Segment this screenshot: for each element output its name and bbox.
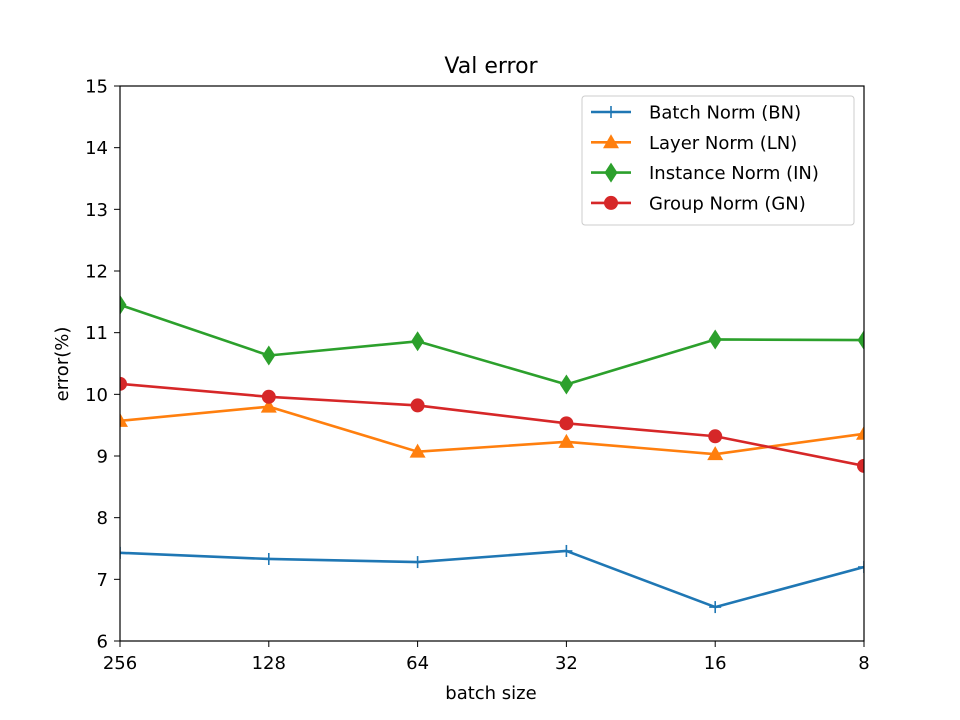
data-point-instance-norm-in <box>262 345 276 366</box>
data-point-batch-norm-bn <box>120 546 126 559</box>
legend-marker-plus <box>605 106 617 118</box>
y-tick-label: 14 <box>85 138 108 159</box>
y-tick-label: 11 <box>85 323 108 344</box>
legend-label: Instance Norm (IN) <box>649 163 819 184</box>
data-point-group-norm-gn <box>410 398 425 413</box>
x-axis-label: batch size <box>445 683 536 704</box>
legend: Batch Norm (BN) Layer Norm (LN) Instance N… <box>581 95 855 226</box>
y-tick-label: 10 <box>85 385 108 406</box>
x-tick-label: 32 <box>555 653 578 674</box>
legend-marker-circle <box>604 195 618 210</box>
x-tick-label: 64 <box>406 653 429 674</box>
data-point-batch-norm-bn <box>262 552 275 565</box>
y-tick-label: 8 <box>97 508 108 529</box>
plot-area: 6 7 8 9 10 11 12 13 14 15 256 128 64 32 16 8 <box>85 77 870 675</box>
data-point-batch-norm-bn <box>709 601 722 614</box>
axis-ticks: 6 7 8 9 10 11 12 13 14 15 256 128 64 32 16 8 <box>85 77 870 675</box>
y-tick-label: 12 <box>85 262 108 283</box>
data-point-layer-norm-ln <box>558 433 575 448</box>
series-batch-norm-bn <box>120 544 864 614</box>
data-point-group-norm-gn <box>559 416 574 431</box>
x-tick-label: 256 <box>103 653 137 674</box>
x-tick-label: 16 <box>704 653 727 674</box>
legend-marker-triangle <box>603 134 619 149</box>
legend-label: Layer Norm (LN) <box>649 133 797 154</box>
series-line-instance-norm-in <box>120 303 864 386</box>
legend-item-layer-norm-ln: Layer Norm (LN) <box>591 133 797 154</box>
legend-item-group-norm-gn: Group Norm (GN) <box>591 193 806 214</box>
data-point-instance-norm-in <box>559 374 573 395</box>
series-layer-norm-ln <box>120 398 864 461</box>
data-point-batch-norm-bn <box>560 544 573 557</box>
data-point-instance-norm-in <box>857 330 864 351</box>
y-tick-label: 7 <box>97 570 108 591</box>
chart-title: Val error <box>444 54 538 79</box>
y-tick-label: 6 <box>97 632 108 653</box>
data-point-layer-norm-ln <box>260 398 277 413</box>
y-tick-label: 15 <box>85 77 108 98</box>
data-point-layer-norm-ln <box>707 446 724 461</box>
legend-item-batch-norm-bn: Batch Norm (BN) <box>591 103 801 124</box>
series-group-norm-gn <box>120 376 864 473</box>
x-tick-label: 128 <box>252 653 286 674</box>
data-point-batch-norm-bn <box>858 561 864 573</box>
y-tick-label: 9 <box>97 447 108 468</box>
axes-frame <box>119 85 865 642</box>
x-tick-label: 8 <box>858 653 869 674</box>
data-point-group-norm-gn <box>708 429 723 444</box>
data-point-batch-norm-bn <box>411 556 424 569</box>
legend-box <box>581 95 855 226</box>
data-point-layer-norm-ln <box>120 412 128 427</box>
data-point-group-norm-gn <box>120 376 127 391</box>
legend-item-instance-norm-in: Instance Norm (IN) <box>591 162 819 184</box>
series-instance-norm-in <box>120 294 864 395</box>
y-axis-label: error(%) <box>52 327 73 402</box>
data-point-instance-norm-in <box>120 294 127 315</box>
series-layer <box>120 294 864 614</box>
legend-marker-diamond <box>604 162 618 183</box>
data-point-instance-norm-in <box>411 331 425 352</box>
data-point-group-norm-gn <box>857 458 864 473</box>
legend-label: Group Norm (GN) <box>649 193 806 214</box>
series-line-group-norm-gn <box>120 382 864 468</box>
legend-label: Batch Norm (BN) <box>649 103 801 124</box>
data-point-layer-norm-ln <box>409 443 426 458</box>
y-tick-label: 13 <box>85 200 108 221</box>
series-line-batch-norm-bn <box>120 549 864 609</box>
data-point-layer-norm-ln <box>856 425 864 440</box>
data-point-group-norm-gn <box>261 389 276 404</box>
data-point-instance-norm-in <box>708 329 722 350</box>
series-line-layer-norm-ln <box>120 405 864 456</box>
